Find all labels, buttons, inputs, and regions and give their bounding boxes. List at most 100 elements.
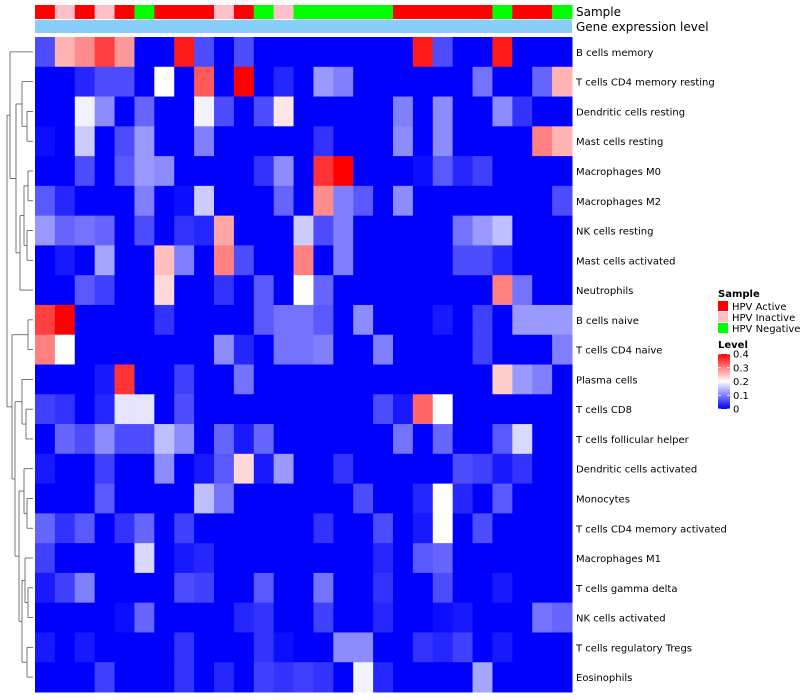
heatmap-cell bbox=[253, 572, 275, 604]
heatmap-cell bbox=[94, 543, 116, 574]
heatmap-cell bbox=[393, 483, 414, 514]
heatmap-cell bbox=[35, 96, 56, 127]
heatmap-cell bbox=[512, 394, 533, 425]
heatmap-cell bbox=[333, 513, 354, 544]
heatmap-cell bbox=[472, 304, 493, 336]
heatmap-cell bbox=[114, 513, 135, 544]
heatmap-cell bbox=[214, 632, 235, 663]
heatmap-cell bbox=[412, 66, 434, 98]
heatmap-cell bbox=[412, 96, 434, 127]
heatmap-cell bbox=[194, 215, 215, 246]
heatmap-cell bbox=[313, 394, 334, 425]
heatmap-cell bbox=[313, 215, 334, 246]
heatmap-cell bbox=[35, 483, 56, 514]
heatmap-cell bbox=[293, 453, 314, 485]
legend-sample-title: Sample bbox=[718, 289, 760, 300]
heatmap-cell bbox=[452, 96, 474, 127]
heatmap-cell bbox=[432, 275, 454, 306]
heatmap-cell bbox=[293, 304, 314, 336]
heatmap-cell bbox=[273, 602, 295, 633]
row-label: NK cells activated bbox=[576, 614, 666, 625]
heatmap-cell bbox=[214, 543, 235, 574]
sample-annotation-cell bbox=[472, 5, 493, 19]
heatmap-cell bbox=[293, 185, 314, 217]
heatmap-cell bbox=[333, 185, 354, 217]
heatmap-cell bbox=[293, 364, 314, 395]
heatmap-cell bbox=[114, 66, 135, 98]
heatmap-cell bbox=[492, 245, 513, 276]
heatmap-cell bbox=[233, 126, 255, 157]
heatmap-cell bbox=[154, 632, 175, 663]
heatmap-cell bbox=[233, 543, 255, 574]
heatmap-cell bbox=[412, 543, 434, 574]
heatmap-cell bbox=[333, 275, 354, 306]
heatmap-cell bbox=[233, 275, 255, 306]
heatmap-cell bbox=[412, 304, 434, 336]
heatmap-cell bbox=[194, 453, 215, 485]
heatmap-cell bbox=[452, 66, 474, 98]
heatmap-cell bbox=[552, 572, 573, 604]
heatmap-cell bbox=[74, 156, 96, 187]
heatmap-cell bbox=[353, 37, 374, 68]
heatmap-cell bbox=[512, 215, 533, 246]
heatmap-cell bbox=[134, 126, 155, 157]
level-tick-label: 0.4 bbox=[733, 350, 749, 361]
heatmap-cell bbox=[353, 245, 374, 276]
heatmap-cell bbox=[532, 662, 553, 693]
heatmap-cell bbox=[492, 602, 513, 633]
heatmap-cell bbox=[373, 275, 394, 306]
heatmap-cell bbox=[35, 513, 56, 544]
heatmap-cell bbox=[253, 245, 275, 276]
heatmap-cell bbox=[35, 66, 56, 98]
heatmap-cell bbox=[94, 602, 116, 633]
heatmap-cell bbox=[233, 185, 255, 217]
heatmap-cell bbox=[74, 572, 96, 604]
heatmap-cell bbox=[174, 543, 195, 574]
heatmap-cell bbox=[253, 364, 275, 395]
heatmap-cell bbox=[393, 275, 414, 306]
heatmap-cell bbox=[134, 513, 155, 544]
heatmap-cell bbox=[114, 572, 135, 604]
heatmap-cell bbox=[214, 215, 235, 246]
heatmap-cell bbox=[373, 513, 394, 544]
heatmap-cell bbox=[273, 453, 295, 485]
sample-annotation-cell bbox=[194, 5, 215, 19]
heatmap-cell bbox=[452, 156, 474, 187]
heatmap-cell bbox=[35, 215, 56, 246]
heatmap-cell bbox=[194, 126, 215, 157]
sample-annotation-cell bbox=[233, 5, 255, 19]
row-dendrogram bbox=[6, 51, 33, 678]
heatmap-cell bbox=[512, 334, 533, 365]
heatmap-cell bbox=[214, 304, 235, 336]
heatmap-cell bbox=[114, 96, 135, 127]
heatmap-cell bbox=[492, 424, 513, 455]
heatmap-cell bbox=[313, 156, 334, 187]
row-label: Macrophages M1 bbox=[576, 554, 661, 565]
heatmap-cell bbox=[253, 126, 275, 157]
heatmap-cell bbox=[552, 364, 573, 395]
heatmap-cell bbox=[532, 543, 553, 574]
heatmap-cell bbox=[253, 156, 275, 187]
heatmap-cell bbox=[432, 364, 454, 395]
heatmap-cell bbox=[233, 215, 255, 246]
heatmap-cell bbox=[214, 364, 235, 395]
heatmap-cell bbox=[134, 96, 155, 127]
row-label: T cells follicular helper bbox=[575, 435, 690, 446]
heatmap-cell bbox=[114, 632, 135, 663]
heatmap-cell bbox=[432, 602, 454, 633]
heatmap-cell bbox=[373, 394, 394, 425]
heatmap-cell bbox=[273, 66, 295, 98]
heatmap-cell bbox=[94, 126, 116, 157]
heatmap-cell bbox=[452, 543, 474, 574]
heatmap-cell bbox=[154, 513, 175, 544]
heatmap-cell bbox=[74, 37, 96, 68]
heatmap-cell bbox=[353, 602, 374, 633]
heatmap-cell bbox=[492, 453, 513, 485]
heatmap-cell bbox=[35, 572, 56, 604]
heatmap-cell bbox=[512, 126, 533, 157]
heatmap-cell bbox=[35, 453, 56, 485]
heatmap-cell bbox=[253, 543, 275, 574]
heatmap-cell bbox=[233, 334, 255, 365]
heatmap-cell bbox=[214, 513, 235, 544]
heatmap-cell bbox=[214, 394, 235, 425]
